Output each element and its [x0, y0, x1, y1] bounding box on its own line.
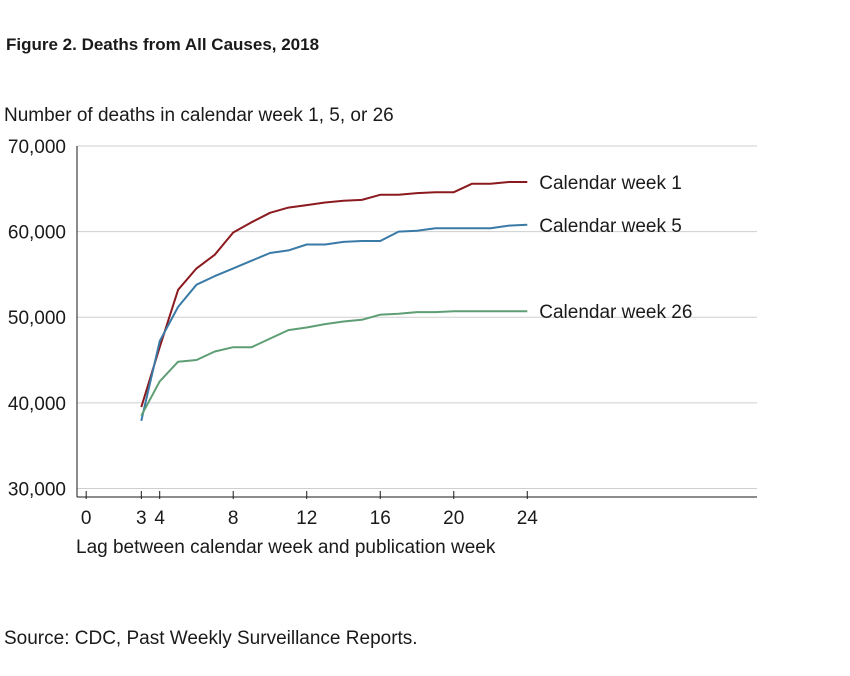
axes: 30,000 40,000 50,000 60,000 70,000 0 3 4 8 12 16 20…	[8, 137, 757, 529]
x-tick-label: 24	[517, 508, 539, 529]
y-axis-title: Number of deaths in calendar week 1, 5, …	[4, 105, 394, 126]
series-label-1: Calendar week 1	[539, 173, 682, 194]
x-tick-label: 8	[228, 508, 239, 529]
series-label-2: Calendar week 5	[539, 216, 682, 237]
figure-title: Figure 2. Deaths from All Causes, 2018	[6, 35, 320, 54]
y-tick-label: 70,000	[8, 137, 66, 158]
y-tick-label: 50,000	[8, 308, 66, 329]
series-line-2	[140, 223, 528, 422]
x-tick-label: 4	[154, 508, 165, 529]
gridlines	[77, 145, 757, 489]
y-tick-label: 30,000	[8, 479, 66, 500]
series-label-3: Calendar week 26	[539, 302, 692, 323]
series-line-3	[140, 310, 528, 417]
x-tick-label: 12	[296, 508, 317, 529]
x-tick-label: 0	[81, 508, 92, 529]
x-tick-label: 16	[370, 508, 391, 529]
series-labels: Calendar week 1 Calendar week 5 Calendar w…	[539, 173, 692, 323]
y-tick-label: 40,000	[8, 394, 66, 415]
x-tick-label: 20	[443, 508, 464, 529]
source-note: Source: CDC, Past Weekly Surveillance Re…	[4, 628, 418, 649]
x-tick-label: 3	[136, 508, 147, 529]
series-lines	[140, 181, 528, 422]
y-tick-label: 60,000	[8, 223, 66, 244]
series-line-1	[140, 181, 528, 408]
x-axis-title: Lag between calendar week and publicatio…	[76, 537, 496, 558]
